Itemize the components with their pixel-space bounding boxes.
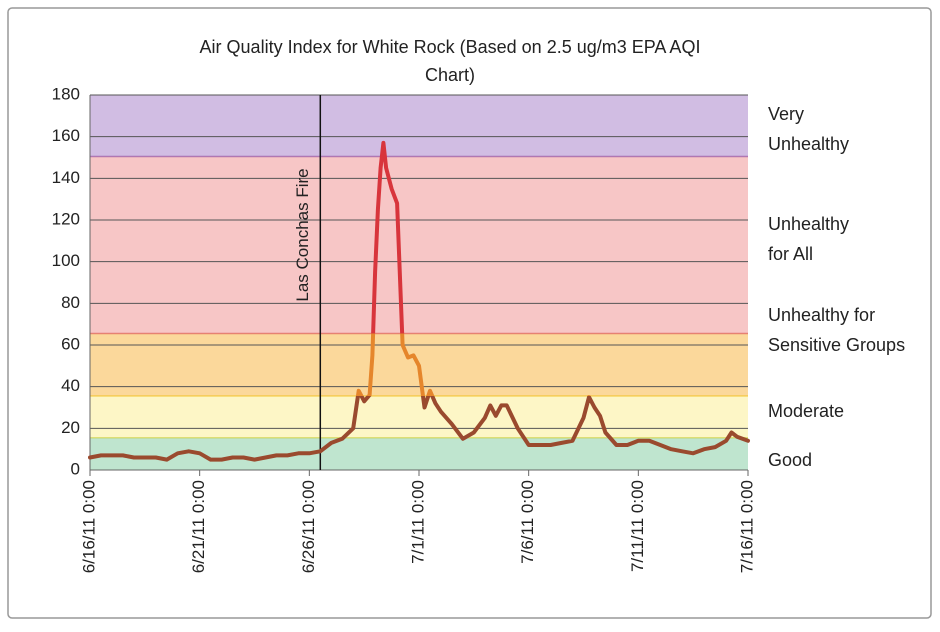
y-tick-label: 160 <box>52 126 80 145</box>
y-tick-label: 0 <box>71 459 80 478</box>
chart-title: Air Quality Index for White Rock (Based … <box>200 37 701 57</box>
annotation-label: Las Conchas Fire <box>293 168 312 301</box>
band-label: Unhealthy <box>768 134 849 154</box>
y-tick-label: 40 <box>61 376 80 395</box>
x-tick-label: 6/16/11 0:00 <box>79 480 98 573</box>
x-tick-label: 7/6/11 0:00 <box>518 480 537 564</box>
band-label: Moderate <box>768 401 844 421</box>
y-tick-label: 20 <box>61 418 80 437</box>
band-label: for All <box>768 244 813 264</box>
chart-title: Chart) <box>425 65 475 85</box>
x-tick-label: 7/16/11 0:00 <box>737 480 756 573</box>
band-label: Good <box>768 450 812 470</box>
x-tick-label: 6/21/11 0:00 <box>189 480 208 573</box>
data-line <box>88 140 750 462</box>
y-tick-label: 140 <box>52 168 80 187</box>
aqi-band <box>90 156 748 334</box>
band-label: Unhealthy <box>768 214 849 234</box>
aqi-band <box>90 95 748 157</box>
x-tick-label: 7/11/11 0:00 <box>628 480 647 572</box>
y-tick-label: 180 <box>52 84 80 103</box>
y-tick-label: 60 <box>61 334 80 353</box>
x-tick-label: 6/26/11 0:00 <box>299 480 318 573</box>
band-label: Very <box>768 104 804 124</box>
band-label: Unhealthy for <box>768 305 875 325</box>
aqi-band <box>90 396 748 438</box>
y-tick-label: 120 <box>52 209 80 228</box>
y-tick-label: 100 <box>52 251 80 270</box>
y-tick-label: 80 <box>61 293 80 312</box>
x-tick-label: 7/1/11 0:00 <box>408 480 427 564</box>
band-label: Sensitive Groups <box>768 335 905 355</box>
